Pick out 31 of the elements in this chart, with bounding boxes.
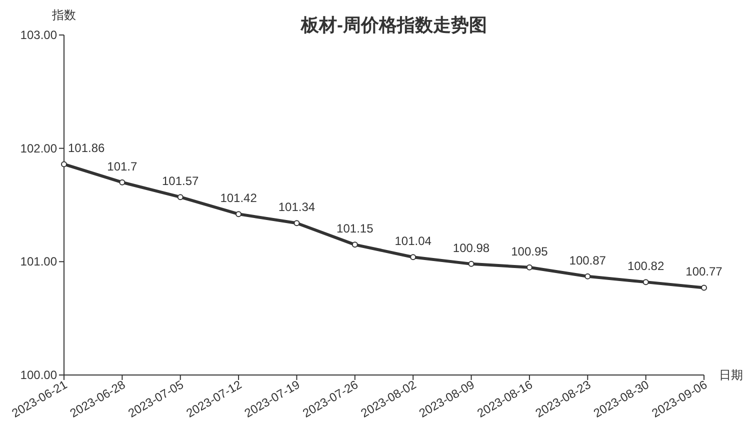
data-label: 101.7 — [107, 159, 138, 174]
y-tick-label: 100.00 — [20, 368, 58, 382]
data-label: 100.77 — [686, 264, 723, 279]
point — [642, 279, 649, 286]
data-label: 101.34 — [278, 200, 316, 214]
point — [61, 161, 67, 168]
y-tick-label: 103.00 — [20, 28, 58, 42]
x-axis-title: 日期 — [719, 368, 743, 382]
chart-title: 板材-周价格指数走势图 — [300, 15, 487, 35]
point — [526, 264, 532, 270]
y-axis-title: 指数 — [51, 8, 76, 22]
data-label: 101.42 — [220, 191, 258, 206]
data-label: 101.57 — [162, 174, 200, 188]
point — [236, 211, 242, 218]
y-tick-label: 102.00 — [20, 141, 58, 156]
data-label: 100.87 — [569, 253, 606, 268]
point — [352, 242, 358, 248]
point — [701, 284, 707, 291]
point — [177, 194, 184, 200]
data-label: 101.15 — [336, 222, 374, 236]
point — [410, 254, 416, 260]
point — [119, 179, 126, 186]
point — [294, 220, 300, 226]
data-label: 100.82 — [627, 259, 664, 274]
data-label: 101.04 — [394, 234, 432, 248]
data-label: 100.95 — [511, 244, 548, 258]
y-tick-label: 101.00 — [20, 254, 58, 269]
data-label: 101.86 — [68, 141, 106, 156]
point — [468, 260, 474, 267]
point — [584, 273, 591, 280]
data-label: 100.98 — [452, 240, 490, 255]
